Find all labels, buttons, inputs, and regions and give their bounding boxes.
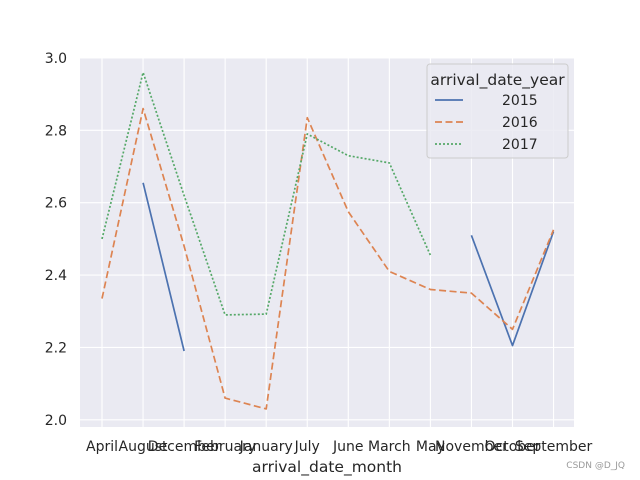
series-lines [101, 71, 555, 410]
y-tick-label: 2.0 [45, 413, 67, 429]
y-tick-label: 2.4 [45, 268, 67, 284]
legend-label-2015: 2015 [502, 93, 538, 109]
x-tick-label: December [148, 439, 221, 455]
legend-label-2017: 2017 [502, 137, 538, 153]
x-tick-label: November [435, 439, 508, 455]
x-tick-label: June [332, 439, 364, 455]
y-tick-labels: 2.0 2.2 2.4 2.6 2.8 3.0 [45, 51, 67, 429]
y-tick-label: 2.6 [45, 196, 67, 212]
x-tick-label: May [416, 439, 445, 455]
series-line-2017 [101, 71, 432, 316]
grid [80, 57, 574, 427]
x-axis-title: arrival_date_month [252, 458, 402, 477]
x-tick-label: October [484, 439, 540, 455]
x-tick-label: February [194, 439, 256, 455]
legend-box [426, 63, 569, 159]
x-tick-label: August [119, 439, 169, 455]
y-tick-label: 2.2 [45, 340, 67, 356]
watermark: CSDN @D_JQ [566, 461, 625, 471]
legend: arrival_date_year 2015 2016 2017 [426, 63, 569, 159]
x-tick-label: September [515, 439, 593, 455]
x-tick-label: July [294, 439, 320, 455]
series-line-2015 [142, 182, 555, 352]
legend-label-2016: 2016 [502, 115, 538, 131]
x-tick-label: March [368, 439, 411, 455]
series-line-2016 [101, 107, 555, 410]
x-tick-label: January [239, 439, 293, 455]
x-tick-label: April [86, 439, 118, 455]
y-tick-label: 2.8 [45, 123, 67, 139]
y-tick-label: 3.0 [45, 51, 67, 67]
legend-title: arrival_date_year [430, 71, 565, 90]
